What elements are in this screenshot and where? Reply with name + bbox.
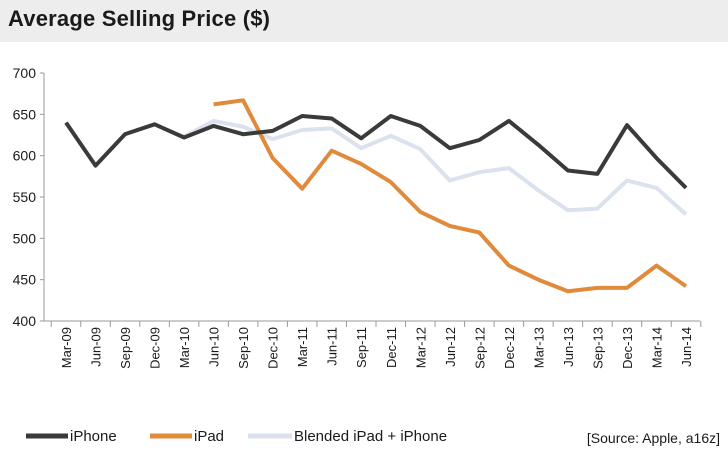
legend-label-blended-ipad-iphone: Blended iPad + iPhone xyxy=(294,428,447,445)
x-tick-label: Mar-11 xyxy=(295,327,310,367)
x-tick-label: Mar-14 xyxy=(649,327,664,368)
chart-title: Average Selling Price ($) xyxy=(8,6,271,31)
x-tick-label: Mar-12 xyxy=(413,327,428,368)
title-bar: Average Selling Price ($) xyxy=(0,0,728,42)
x-tick-label: Jun-09 xyxy=(89,327,104,367)
x-tick-label: Jun-10 xyxy=(207,327,222,367)
y-tick-label: 700 xyxy=(13,65,37,81)
x-tick-labels: Mar-09 Jun-09 Sep-09 Dec-09 Mar-10 Jun-10 Sep-… xyxy=(59,327,694,369)
legend-label-ipad: iPad xyxy=(194,428,224,445)
legend: iPhone iPad Blended iPad + iPhone xyxy=(26,428,447,445)
x-tick-label: Mar-10 xyxy=(177,327,192,368)
x-tick-label: Dec-10 xyxy=(266,327,281,369)
y-tick-label: 500 xyxy=(13,230,37,246)
x-tick-label: Mar-09 xyxy=(59,327,74,368)
x-tick-label: Dec-13 xyxy=(620,327,635,369)
series-lines xyxy=(64,98,688,294)
x-tick-label: Jun-14 xyxy=(679,327,694,367)
x-tick-label: Mar-13 xyxy=(531,327,546,368)
x-tick-label: Jun-12 xyxy=(443,327,458,367)
x-tick-label: Sep-09 xyxy=(118,327,133,369)
y-tick-label: 550 xyxy=(13,189,37,205)
x-tick-label: Jun-13 xyxy=(561,327,576,367)
series-line-iphone xyxy=(64,114,688,190)
x-tick-label: Jun-11 xyxy=(325,327,340,366)
x-tick-label: Dec-09 xyxy=(148,327,163,369)
x-tick-label: Sep-10 xyxy=(236,327,251,369)
x-tick-label: Dec-11 xyxy=(384,327,399,368)
y-tick-label: 450 xyxy=(13,272,37,288)
series-line-ipad xyxy=(213,98,688,294)
series-line-blended-ipad-iphone xyxy=(183,118,688,216)
x-tick-label: Dec-12 xyxy=(502,327,517,369)
x-tick-label: Sep-13 xyxy=(590,327,605,369)
y-tick-label: 650 xyxy=(13,106,37,122)
y-tick-labels: 400 450 500 550 600 650 700 xyxy=(13,65,37,329)
axes xyxy=(40,72,702,327)
x-tick-label: Sep-12 xyxy=(472,327,487,369)
y-tick-label: 600 xyxy=(13,148,37,164)
x-tick-label: Sep-11 xyxy=(354,327,369,368)
source-note: [Source: Apple, a16z] xyxy=(587,430,720,446)
legend-label-iphone: iPhone xyxy=(70,428,117,445)
y-tick-label: 400 xyxy=(13,313,37,329)
